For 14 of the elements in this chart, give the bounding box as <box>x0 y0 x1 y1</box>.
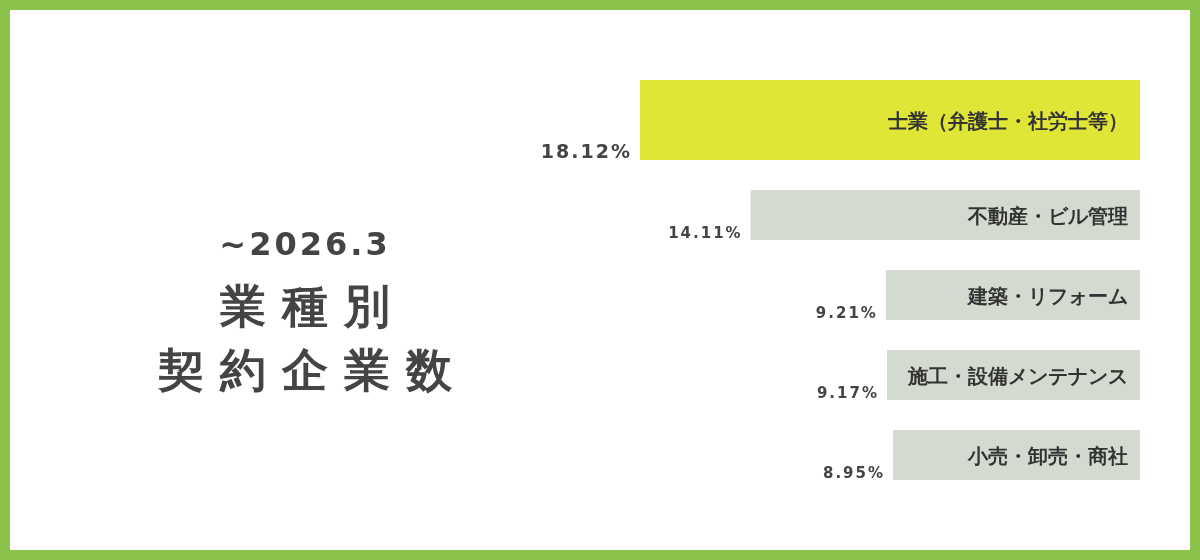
y-tick-label: 士業（弁護士・社労士等） <box>887 109 1128 133</box>
bar <box>750 190 1140 240</box>
text: ~2026.3 <box>219 225 391 263</box>
data-label: 9.17% <box>816 384 879 402</box>
y-tick-label: 建築・リフォーム <box>966 284 1128 308</box>
y-tick-label: 小売・卸売・商社 <box>967 444 1128 468</box>
data-label: 18.12% <box>540 140 632 162</box>
bar <box>885 270 1140 320</box>
text: 業種別契約企業数 <box>157 279 468 397</box>
data-label: 9.21% <box>815 304 878 322</box>
data-label: 14.11% <box>668 224 743 242</box>
y-tick-label: 不動産・ビル管理 <box>967 204 1128 228</box>
data-label: 8.95% <box>822 464 886 482</box>
y-tick-label: 施工・設備メンテナンス <box>907 364 1128 388</box>
